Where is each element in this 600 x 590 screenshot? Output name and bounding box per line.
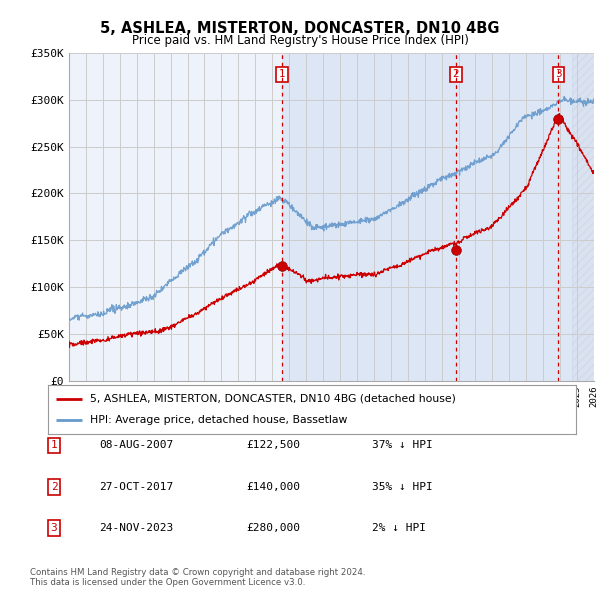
Bar: [572, 53, 594, 381]
Text: 3: 3: [50, 523, 58, 533]
Bar: [282, 53, 572, 381]
Text: HPI: Average price, detached house, Bassetlaw: HPI: Average price, detached house, Bass…: [90, 415, 347, 425]
Text: 2: 2: [452, 70, 459, 80]
Text: £280,000: £280,000: [246, 523, 300, 533]
Text: 5, ASHLEA, MISTERTON, DONCASTER, DN10 4BG: 5, ASHLEA, MISTERTON, DONCASTER, DN10 4B…: [100, 21, 500, 36]
Text: 08-AUG-2007: 08-AUG-2007: [99, 441, 173, 450]
Text: 2: 2: [50, 482, 58, 491]
Text: 1: 1: [279, 70, 286, 80]
Text: 24-NOV-2023: 24-NOV-2023: [99, 523, 173, 533]
Text: 5, ASHLEA, MISTERTON, DONCASTER, DN10 4BG (detached house): 5, ASHLEA, MISTERTON, DONCASTER, DN10 4B…: [90, 394, 456, 404]
Text: 2% ↓ HPI: 2% ↓ HPI: [372, 523, 426, 533]
Text: Contains HM Land Registry data © Crown copyright and database right 2024.
This d: Contains HM Land Registry data © Crown c…: [30, 568, 365, 587]
Text: 27-OCT-2017: 27-OCT-2017: [99, 482, 173, 491]
Text: £140,000: £140,000: [246, 482, 300, 491]
Text: 3: 3: [555, 70, 562, 80]
Text: 37% ↓ HPI: 37% ↓ HPI: [372, 441, 433, 450]
Text: Price paid vs. HM Land Registry's House Price Index (HPI): Price paid vs. HM Land Registry's House …: [131, 34, 469, 47]
Text: 1: 1: [50, 441, 58, 450]
Text: 35% ↓ HPI: 35% ↓ HPI: [372, 482, 433, 491]
Text: £122,500: £122,500: [246, 441, 300, 450]
